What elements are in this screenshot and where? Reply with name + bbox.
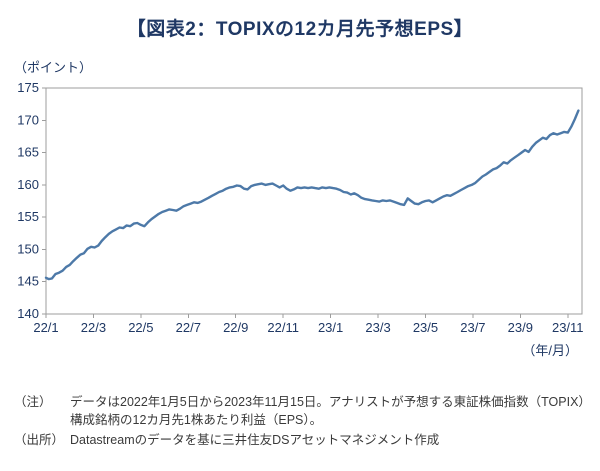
svg-text:150: 150 <box>17 241 39 256</box>
svg-text:23/7: 23/7 <box>460 320 485 335</box>
note-row: （注） データは2022年1月5日から2023年11月15日。アナリストが予想す… <box>14 393 586 429</box>
footnotes: （注） データは2022年1月5日から2023年11月15日。アナリストが予想す… <box>14 393 586 449</box>
svg-text:22/11: 22/11 <box>267 320 299 335</box>
svg-text:175: 175 <box>17 80 39 95</box>
svg-text:170: 170 <box>17 112 39 127</box>
svg-text:22/3: 22/3 <box>81 320 106 335</box>
svg-text:23/5: 23/5 <box>413 320 438 335</box>
svg-text:140: 140 <box>17 306 39 321</box>
svg-text:23/9: 23/9 <box>508 320 533 335</box>
svg-text:160: 160 <box>17 177 39 192</box>
svg-text:23/11: 23/11 <box>552 320 584 335</box>
svg-text:23/3: 23/3 <box>365 320 390 335</box>
svg-text:23/1: 23/1 <box>318 320 343 335</box>
svg-text:22/5: 22/5 <box>128 320 153 335</box>
svg-text:22/9: 22/9 <box>223 320 248 335</box>
eps-line-chart: 140 145 150 155 160 165 170 175 22/1 22/3 22/5 22/7… <box>17 80 584 335</box>
note-label: （注） <box>14 395 52 409</box>
note-text: データは2022年1月5日から2023年11月15日。アナリストが予想する東証株… <box>70 395 585 428</box>
chart-title: 【図表2：TOPIXの12カ月先予想EPS】 <box>126 19 474 40</box>
y-axis-unit-label: （ポイント） <box>14 60 93 75</box>
svg-text:22/7: 22/7 <box>176 320 201 335</box>
svg-text:145: 145 <box>17 274 39 289</box>
note-row: （出所） Datastreamのデータを基に三井住友DSアセットマネジメント作成 <box>14 431 586 449</box>
svg-text:165: 165 <box>17 145 39 160</box>
source-text: Datastreamのデータを基に三井住友DSアセットマネジメント作成 <box>70 433 440 448</box>
source-label: （出所） <box>14 433 65 448</box>
svg-text:22/1: 22/1 <box>33 320 58 335</box>
x-axis-unit-label: （年/月） <box>522 343 578 358</box>
svg-text:155: 155 <box>17 209 39 224</box>
